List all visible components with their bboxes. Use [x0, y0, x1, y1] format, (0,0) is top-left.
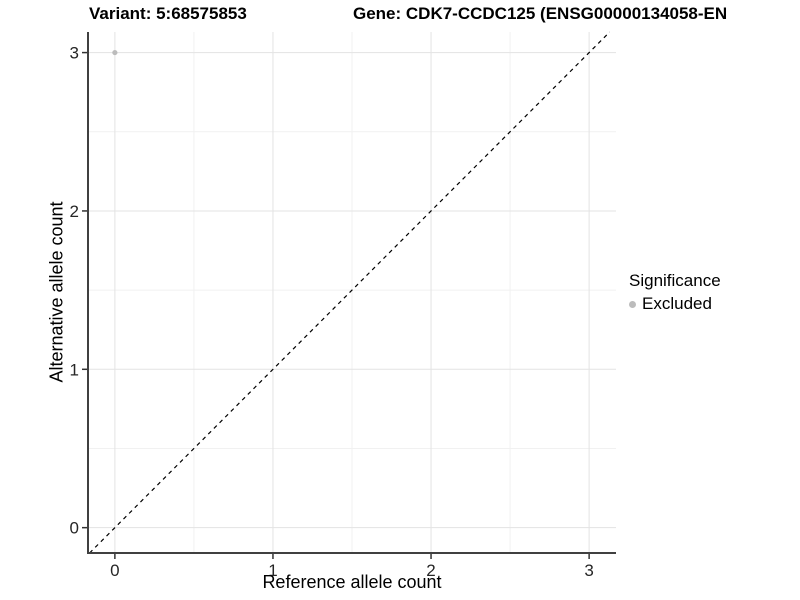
tick-labels: 0 1 2 3 0 1 2 3 — [70, 44, 594, 580]
x-tick-label: 3 — [584, 561, 593, 580]
x-tick-label: 2 — [426, 561, 435, 580]
y-tick-label: 2 — [70, 202, 79, 221]
x-tick-label: 0 — [110, 561, 119, 580]
minor-gridlines — [88, 32, 616, 553]
legend-key-dot-icon — [629, 300, 636, 308]
legend-item: Excluded — [629, 294, 721, 314]
axis-ticks — [82, 51, 590, 559]
legend-item-label: Excluded — [642, 294, 712, 313]
legend-title: Significance — [629, 271, 721, 290]
y-tick-label: 3 — [70, 44, 79, 63]
y-tick-label: 1 — [70, 360, 79, 379]
identity-line — [89, 31, 611, 554]
legend: Significance Excluded — [629, 271, 721, 314]
y-axis-title: Alternative allele count — [46, 201, 67, 383]
x-axis-title: Reference allele count — [262, 572, 442, 592]
major-gridlines — [88, 32, 616, 553]
data-points — [112, 49, 118, 56]
variant-plot-title: Variant: 5:68575853 — [89, 4, 247, 23]
data-point — [112, 49, 118, 56]
x-tick-label: 1 — [268, 561, 277, 580]
legend-items: Excluded — [629, 294, 721, 314]
y-tick-label: 0 — [70, 519, 79, 538]
gene-plot-title: Gene: CDK7-CCDC125 (ENSG00000134058-EN — [353, 4, 728, 23]
